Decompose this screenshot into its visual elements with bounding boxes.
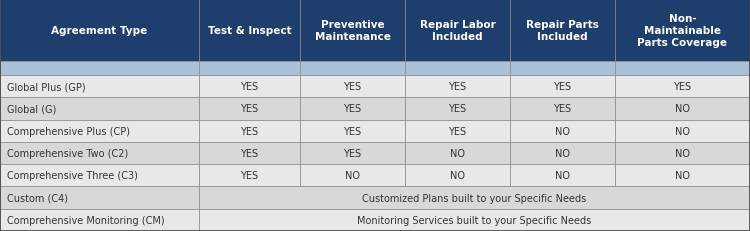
Text: YES: YES: [240, 126, 259, 136]
Text: NO: NO: [675, 126, 690, 136]
Bar: [405, 120, 510, 142]
Text: Comprehensive Two (C2): Comprehensive Two (C2): [7, 148, 128, 158]
Bar: [510, 164, 615, 187]
Bar: [615, 62, 750, 76]
Text: NO: NO: [675, 104, 690, 114]
Bar: [0, 76, 199, 98]
Bar: [300, 142, 405, 164]
Bar: [615, 164, 750, 187]
Text: Preventive
Maintenance: Preventive Maintenance: [314, 20, 391, 42]
Text: YES: YES: [344, 82, 362, 92]
Bar: [199, 76, 300, 98]
Bar: [199, 62, 300, 76]
Bar: [199, 98, 300, 120]
Bar: [615, 120, 750, 142]
Bar: [300, 98, 405, 120]
Text: YES: YES: [240, 82, 259, 92]
Bar: [405, 0, 510, 62]
Bar: [510, 76, 615, 98]
Text: Monitoring Services built to your Specific Needs: Monitoring Services built to your Specif…: [357, 215, 592, 225]
Text: Agreement Type: Agreement Type: [51, 26, 148, 36]
Text: Comprehensive Monitoring (CM): Comprehensive Monitoring (CM): [7, 215, 165, 225]
Bar: [405, 142, 510, 164]
Bar: [615, 98, 750, 120]
Bar: [615, 142, 750, 164]
Bar: [510, 0, 615, 62]
Bar: [615, 76, 750, 98]
Bar: [405, 62, 510, 76]
Bar: [510, 120, 615, 142]
Bar: [199, 187, 750, 209]
Bar: [0, 62, 199, 76]
Text: YES: YES: [554, 104, 572, 114]
Bar: [300, 62, 405, 76]
Bar: [0, 98, 199, 120]
Bar: [510, 98, 615, 120]
Text: YES: YES: [344, 104, 362, 114]
Bar: [199, 0, 300, 62]
Text: YES: YES: [240, 104, 259, 114]
Text: Test & Inspect: Test & Inspect: [208, 26, 291, 36]
Text: YES: YES: [240, 148, 259, 158]
Text: YES: YES: [448, 104, 466, 114]
Bar: [405, 164, 510, 187]
Text: YES: YES: [344, 126, 362, 136]
Bar: [300, 76, 405, 98]
Bar: [0, 187, 199, 209]
Bar: [300, 120, 405, 142]
Bar: [615, 0, 750, 62]
Text: NO: NO: [675, 170, 690, 180]
Bar: [0, 209, 199, 231]
Text: Comprehensive Plus (CP): Comprehensive Plus (CP): [7, 126, 130, 136]
Text: Repair Parts
Included: Repair Parts Included: [526, 20, 599, 42]
Bar: [510, 142, 615, 164]
Text: Customized Plans built to your Specific Needs: Customized Plans built to your Specific …: [362, 193, 586, 203]
Bar: [510, 62, 615, 76]
Bar: [405, 98, 510, 120]
Text: NO: NO: [450, 170, 465, 180]
Text: YES: YES: [448, 126, 466, 136]
Bar: [0, 164, 199, 187]
Text: Repair Labor
Included: Repair Labor Included: [419, 20, 495, 42]
Bar: [300, 0, 405, 62]
Text: Global Plus (GP): Global Plus (GP): [7, 82, 86, 92]
Bar: [405, 76, 510, 98]
Text: Custom (C4): Custom (C4): [7, 193, 68, 203]
Text: NO: NO: [675, 148, 690, 158]
Bar: [199, 120, 300, 142]
Bar: [199, 209, 750, 231]
Bar: [0, 120, 199, 142]
Text: Comprehensive Three (C3): Comprehensive Three (C3): [7, 170, 138, 180]
Text: Global (G): Global (G): [7, 104, 56, 114]
Text: NO: NO: [555, 126, 570, 136]
Bar: [0, 0, 199, 62]
Bar: [0, 142, 199, 164]
Text: YES: YES: [448, 82, 466, 92]
Text: NO: NO: [345, 170, 360, 180]
Text: YES: YES: [240, 170, 259, 180]
Bar: [199, 142, 300, 164]
Text: YES: YES: [344, 148, 362, 158]
Text: Non-
Maintainable
Parts Coverage: Non- Maintainable Parts Coverage: [638, 14, 728, 47]
Bar: [300, 164, 405, 187]
Bar: [199, 164, 300, 187]
Text: NO: NO: [555, 148, 570, 158]
Text: YES: YES: [674, 82, 692, 92]
Text: YES: YES: [554, 82, 572, 92]
Text: NO: NO: [450, 148, 465, 158]
Text: NO: NO: [555, 170, 570, 180]
